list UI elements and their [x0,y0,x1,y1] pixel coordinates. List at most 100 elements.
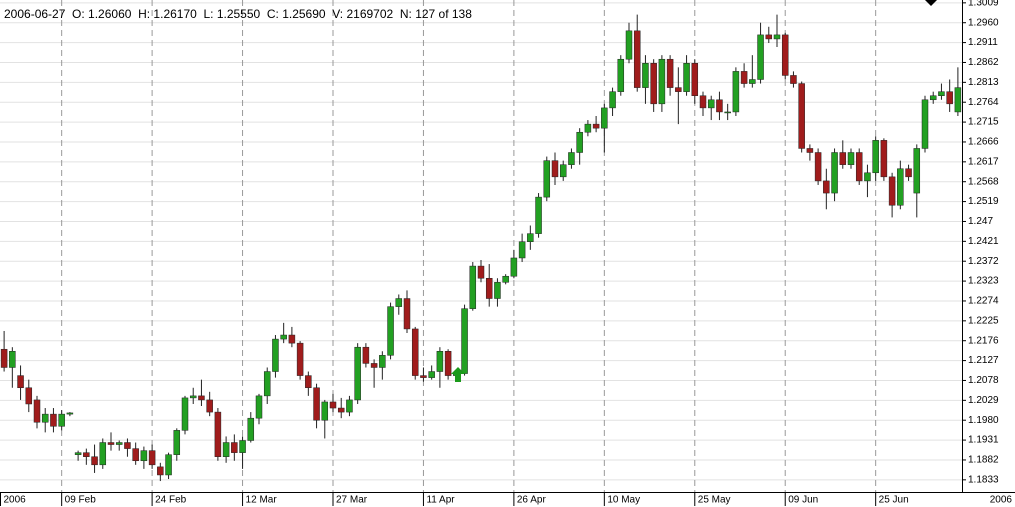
x-tick-label: 25 Jun [879,495,909,506]
y-tick-label: 1.2911 [968,37,998,48]
x-tick-label: 09 Feb [65,495,97,506]
candle-body [17,375,24,389]
y-tick-label: 1.3009 [968,0,999,8]
candle-body [773,34,781,40]
candle-body [946,91,953,105]
candle-body [633,30,641,88]
candle-body [107,442,115,445]
x-tick-label: 2006 [4,495,27,506]
candle-body [165,454,172,476]
marker-triangle [925,0,937,6]
candle-body [296,342,304,376]
candle-body [115,442,123,445]
candle-body [239,440,246,453]
candle-body [74,452,82,455]
candle-body [929,95,937,101]
candle-body [354,346,361,401]
candle-body [255,395,263,419]
y-tick-label: 1.2176 [968,335,999,346]
candle-body [781,34,789,76]
x-tick-label: 09 Jun [788,495,818,506]
candle-body [798,83,805,149]
candle-body [518,241,526,259]
candle-body [222,442,230,457]
candle-body [831,152,838,194]
candle-body [157,466,164,476]
candle-body [921,99,929,149]
y-tick-label: 1.2617 [968,156,999,167]
candles [0,14,962,482]
candle-body [510,257,518,277]
candle-body [263,371,271,397]
candle-body [691,63,699,96]
candle-body [617,58,625,92]
y-tick-label: 1.2519 [968,196,999,207]
y-tick-label: 1.2372 [968,256,999,267]
candle-body [823,180,830,194]
candle-body [132,448,139,462]
candle-body [609,91,616,109]
candle-body [428,371,435,378]
x-tick-label: 24 Feb [155,495,187,506]
candle-body [559,164,567,178]
chart-title: 2006-06-27 O: 1.26060 H: 1.26170 L: 1.25… [4,7,472,21]
y-tick-label: 1.2421 [968,236,999,247]
candle-body [740,71,748,84]
candle-body [83,452,90,457]
x-tick-label: 10 May [607,495,640,506]
candle-body [313,387,320,421]
candle-body [66,412,74,415]
candle-body [568,152,575,165]
candle-body [411,328,419,376]
candle-body [880,140,888,178]
y-tick-label: 1.2764 [968,97,999,108]
candle-body [642,63,649,88]
candle-body [814,152,822,182]
candle-body [699,95,707,109]
y-tick-label: 1.2225 [968,315,999,326]
y-tick-label: 1.2568 [968,176,999,187]
candle-body [362,346,370,364]
y-tick-label: 1.2274 [968,296,999,307]
candle-body [99,442,107,466]
candle-body [214,411,222,457]
candle-body [346,399,353,413]
candle-body [790,75,797,84]
candle-body [864,172,871,182]
candle-body [527,233,534,242]
candle-body [551,160,559,178]
y-tick-label: 1.2323 [968,276,999,287]
candle-body [477,265,485,279]
candle-body [601,107,608,129]
signal-arrow [451,367,465,382]
candle-body [765,34,773,40]
candle-body [33,399,41,423]
candle-body [337,407,345,413]
candle-body [50,413,57,427]
y-tick-label: 1.2862 [968,57,999,68]
candle-body [25,387,33,405]
x-tick-label: 26 Apr [517,495,547,506]
candle-body [658,58,666,105]
candle-body [502,275,509,283]
y-tick-label: 1.2960 [968,17,999,28]
candle-body [469,265,477,309]
candle-body [181,397,189,431]
candle-body [247,417,255,441]
candle-body [461,308,468,374]
y-tick-label: 1.1882 [968,455,999,466]
candle-body [897,168,904,206]
candle-body [124,442,131,449]
candle-body [305,375,312,389]
candle-body [707,99,715,109]
candle-body [387,306,394,356]
y-tick-label: 1.2666 [968,137,999,148]
candle-body [58,413,65,427]
candle-body [148,450,156,466]
candle-body [938,91,945,96]
candle-body [272,338,279,372]
candle-body [198,395,205,401]
candle-body [584,123,592,133]
y-tick-label: 1.1980 [968,415,999,426]
